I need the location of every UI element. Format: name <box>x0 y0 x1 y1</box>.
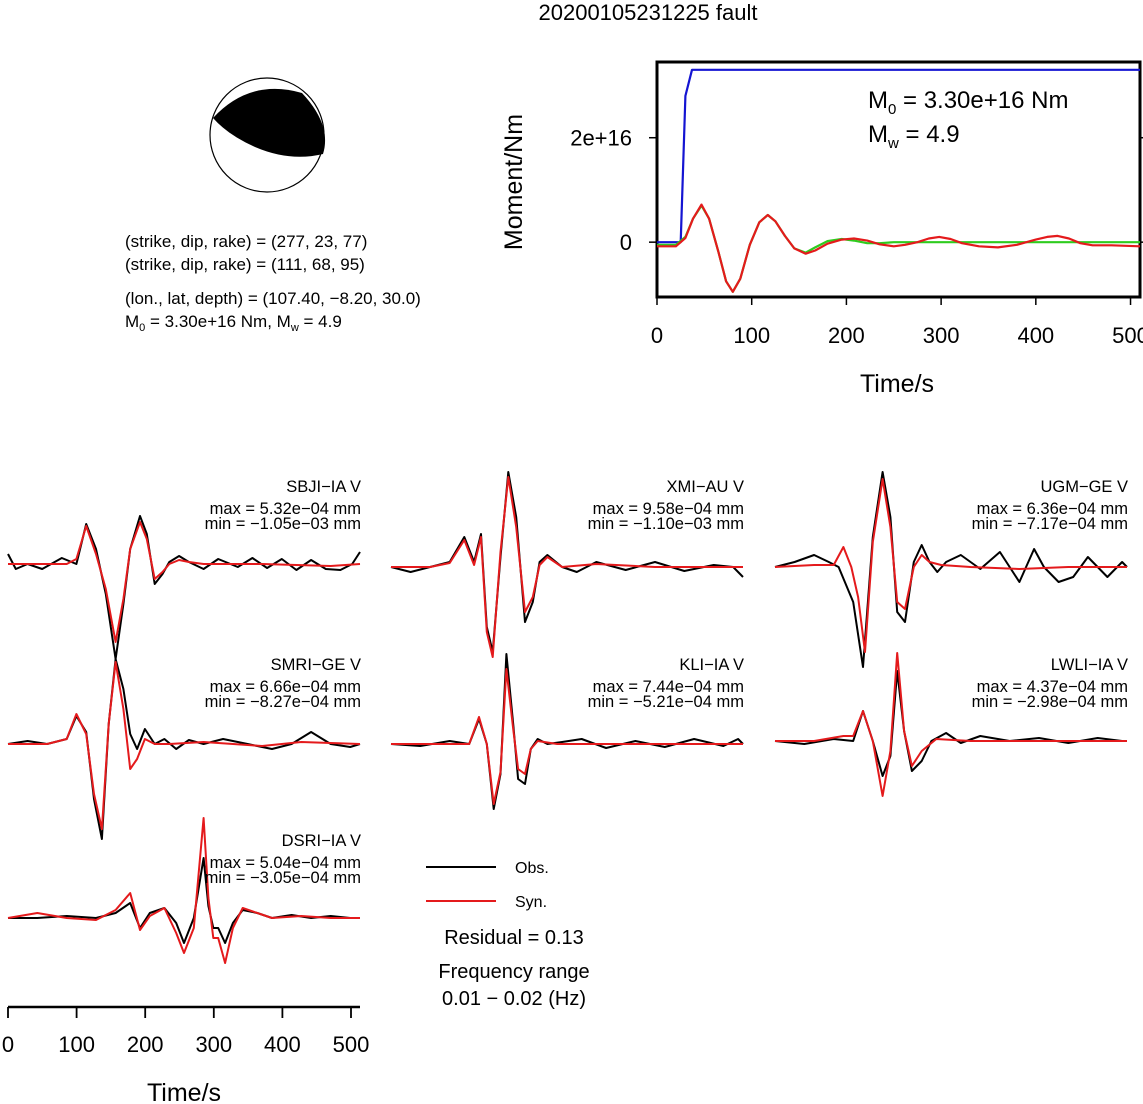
moment-rate-panel: 0 100 200 300 400 500 0 2e+16 Time/s Moment/Nm… <box>500 60 1143 398</box>
frequency-range-value: 0.01 − 0.02 (Hz) <box>442 988 586 1010</box>
station-min: min = −3.05e−04 mm <box>205 869 361 887</box>
focal-mechanism-beachball <box>209 77 326 193</box>
waveform-x-tick-label: 200 <box>127 1032 164 1057</box>
synthetic-trace <box>775 652 1127 797</box>
source-parameters: (strike, dip, rake) = (277, 23, 77) (str… <box>125 232 421 334</box>
station-max: max = 4.37e−04 mm <box>977 678 1128 696</box>
station-min: min = −2.98e−04 mm <box>972 693 1128 711</box>
station-min: min = −5.21e−04 mm <box>588 693 744 711</box>
station-max: max = 6.66e−04 mm <box>210 678 361 696</box>
moment-x-tick-label: 200 <box>828 323 865 348</box>
waveform-x-tick-label: 100 <box>58 1032 95 1057</box>
nodal-plane-2: (strike, dip, rake) = (111, 68, 95) <box>125 255 365 274</box>
hypocenter-location: (lon., lat, depth) = (107.40, −8.20, 30.… <box>125 289 421 308</box>
moment-x-axis-title: Time/s <box>860 370 934 398</box>
observed-trace <box>7 515 361 660</box>
waveform-x-ticks: 0 100 200 300 400 500 <box>2 1007 369 1057</box>
synthetic-trace <box>391 476 743 658</box>
waveform-x-axis: 0 100 200 300 400 500 Time/s <box>2 1005 369 1104</box>
moment-mw-annotation: Mw = 4.9 <box>868 121 960 152</box>
residual-value: Residual = 0.13 <box>444 927 584 949</box>
observed-trace <box>8 857 360 944</box>
fit-statistics: Residual = 0.13 Frequency range 0.01 − 0… <box>438 927 589 1010</box>
station-min: min = −8.27e−04 mm <box>205 693 361 711</box>
moment-magnitude-line: M0 = 3.30e+16 Nm, Mw = 4.9 <box>125 312 342 334</box>
station-min: min = −1.05e−03 mm <box>205 515 361 533</box>
moment-y-tick-label: 0 <box>620 230 632 255</box>
station-name: SBJI−IA V <box>286 478 361 496</box>
station-name: LWLI−IA V <box>1051 656 1128 674</box>
synthetic-trace <box>774 478 1127 653</box>
moment-series-line-1 <box>657 204 1140 293</box>
synthetic-trace <box>8 661 361 830</box>
waveform-x-tick-label: 0 <box>2 1032 14 1057</box>
moment-m0-annotation: M0 = 3.30e+16 Nm <box>868 87 1068 118</box>
waveform-x-tick-label: 400 <box>264 1032 301 1057</box>
moment-series-group <box>657 68 1141 293</box>
station-max: max = 9.58e−04 mm <box>593 500 744 518</box>
waveform-x-axis-title: Time/s <box>147 1079 221 1104</box>
moment-x-tick-label: 400 <box>1017 323 1054 348</box>
moment-x-tick-label: 500 <box>1112 323 1143 348</box>
synthetic-trace <box>8 521 361 643</box>
moment-series-line-2 <box>657 203 1141 293</box>
legend: Obs. Syn. <box>426 860 549 911</box>
legend-syn-label: Syn. <box>515 894 547 911</box>
synthetic-trace <box>391 668 743 805</box>
moment-x-ticks: 0 100 200 300 400 500 <box>651 297 1143 348</box>
station-min: min = −7.17e−04 mm <box>972 515 1128 533</box>
station-min: min = −1.10e−03 mm <box>588 515 744 533</box>
moment-x-tick-label: 0 <box>651 323 663 348</box>
legend-obs-label: Obs. <box>515 860 549 877</box>
station-max: max = 5.04e−04 mm <box>210 854 361 872</box>
nodal-plane-1: (strike, dip, rake) = (277, 23, 77) <box>125 232 367 251</box>
moment-y-tick-label: 2e+16 <box>570 126 632 151</box>
moment-x-tick-label: 300 <box>923 323 960 348</box>
station-name: UGM−GE V <box>1040 478 1128 496</box>
station-max: max = 6.36e−04 mm <box>977 500 1128 518</box>
station-name: DSRI−IA V <box>282 832 361 850</box>
station-name: SMRI−GE V <box>271 656 361 674</box>
moment-y-ticks: 0 2e+16 <box>570 126 1143 255</box>
station-name: XMI−AU V <box>667 478 744 496</box>
waveform-x-tick-label: 300 <box>195 1032 232 1057</box>
frequency-range-label: Frequency range <box>438 961 589 983</box>
moment-x-tick-label: 100 <box>733 323 770 348</box>
moment-series-line-0 <box>657 68 1140 244</box>
station-max: max = 7.44e−04 mm <box>593 678 744 696</box>
synthetic-trace <box>7 817 360 964</box>
figure-title: 20200105231225 fault <box>539 0 758 25</box>
moment-plot-frame <box>655 60 1142 299</box>
moment-y-axis-title: Moment/Nm <box>500 114 528 250</box>
waveform-x-tick-label: 500 <box>333 1032 370 1057</box>
observed-trace <box>390 471 744 653</box>
station-name: KLI−IA V <box>679 656 744 674</box>
station-max: max = 5.32e−04 mm <box>210 500 361 518</box>
